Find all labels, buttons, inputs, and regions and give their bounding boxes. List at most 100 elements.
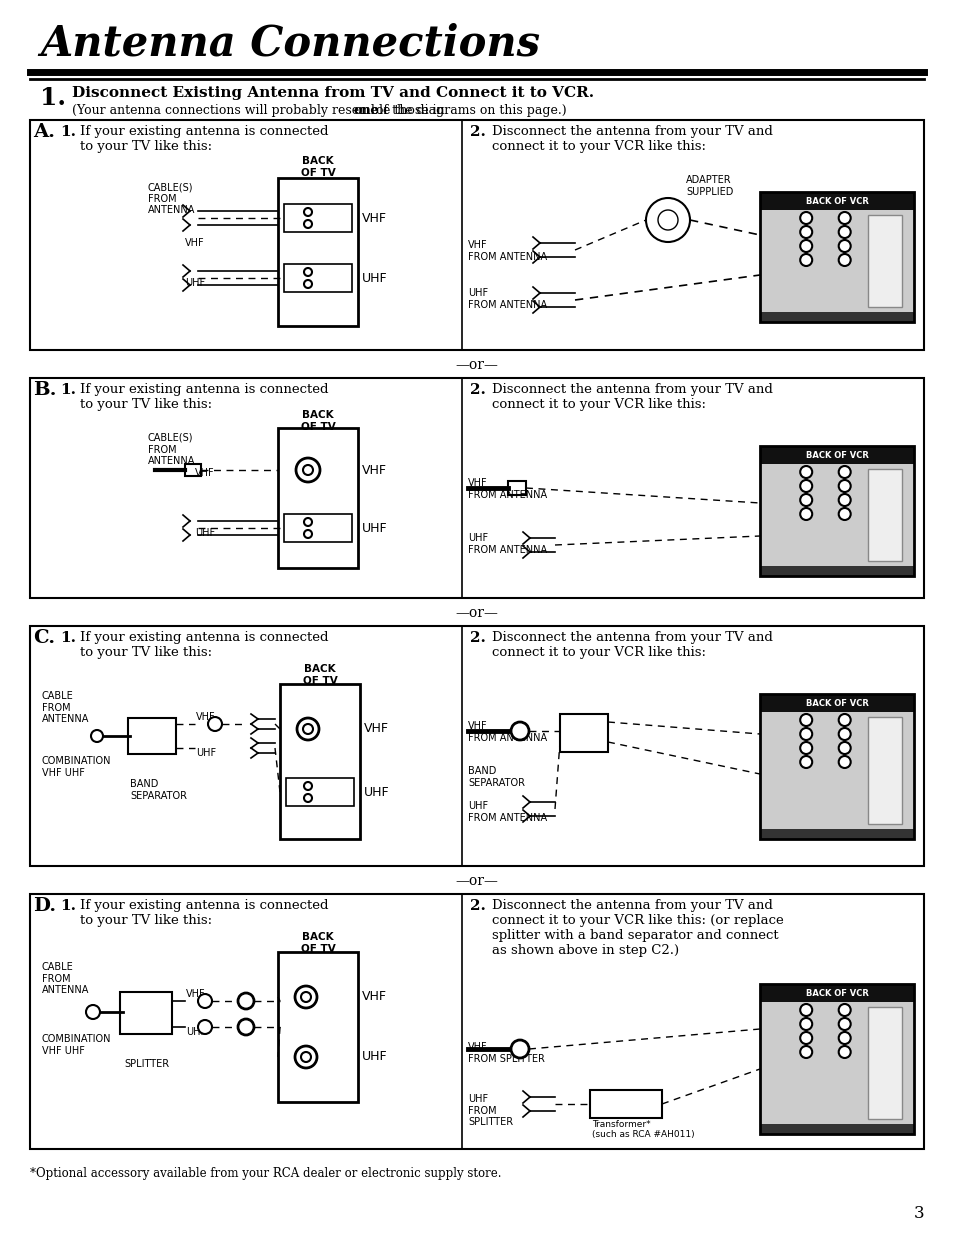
Circle shape bbox=[838, 480, 850, 492]
Circle shape bbox=[838, 241, 850, 252]
Circle shape bbox=[838, 1004, 850, 1016]
Text: 2.: 2. bbox=[470, 383, 485, 397]
Circle shape bbox=[296, 718, 318, 740]
Text: —or—: —or— bbox=[456, 358, 497, 372]
Circle shape bbox=[800, 742, 811, 754]
Text: Transformer*
(such as RCA #AH011): Transformer* (such as RCA #AH011) bbox=[592, 1120, 694, 1140]
Text: BACK
OF TV: BACK OF TV bbox=[300, 932, 335, 954]
Text: UHF
FROM ANTENNA: UHF FROM ANTENNA bbox=[468, 288, 547, 310]
Text: CABLE
FROM
ANTENNA: CABLE FROM ANTENNA bbox=[42, 962, 90, 996]
Text: Antenna Connections: Antenna Connections bbox=[40, 22, 539, 64]
Bar bbox=[30, 120, 923, 350]
Text: ADAPTER
SUPPLIED: ADAPTER SUPPLIED bbox=[685, 175, 733, 197]
Text: UHF: UHF bbox=[361, 522, 387, 534]
Bar bbox=[30, 626, 923, 866]
Circle shape bbox=[800, 1032, 811, 1044]
Circle shape bbox=[800, 212, 811, 224]
Text: If your existing antenna is connected
to your TV like this:: If your existing antenna is connected to… bbox=[80, 899, 328, 928]
Circle shape bbox=[658, 210, 678, 229]
Circle shape bbox=[303, 724, 313, 734]
Text: D.: D. bbox=[33, 897, 56, 915]
Circle shape bbox=[838, 226, 850, 238]
Bar bbox=[760, 312, 913, 322]
Text: of the diagrams on this page.): of the diagrams on this page.) bbox=[372, 104, 566, 117]
Text: VHF: VHF bbox=[361, 991, 387, 1003]
Text: B.: B. bbox=[33, 381, 56, 399]
Bar bbox=[760, 1123, 913, 1135]
Text: BAND
SEPARATOR: BAND SEPARATOR bbox=[130, 779, 187, 801]
Bar bbox=[867, 215, 901, 308]
Text: CABLE
FROM
ANTENNA: CABLE FROM ANTENNA bbox=[42, 691, 90, 724]
Circle shape bbox=[838, 494, 850, 506]
Circle shape bbox=[800, 756, 811, 768]
Text: UHF: UHF bbox=[195, 748, 216, 758]
Bar bbox=[760, 694, 913, 712]
Circle shape bbox=[838, 1047, 850, 1058]
Circle shape bbox=[838, 728, 850, 740]
Circle shape bbox=[511, 1040, 529, 1058]
Text: Disconnect the antenna from your TV and
connect it to your VCR like this:: Disconnect the antenna from your TV and … bbox=[492, 125, 772, 153]
Circle shape bbox=[838, 254, 850, 267]
Text: BACK OF VCR: BACK OF VCR bbox=[804, 196, 867, 206]
Bar bbox=[277, 952, 357, 1102]
Text: If your existing antenna is connected
to your TV like this:: If your existing antenna is connected to… bbox=[80, 125, 328, 153]
Text: VHF: VHF bbox=[195, 712, 215, 722]
Text: UHF
FROM
SPLITTER: UHF FROM SPLITTER bbox=[468, 1094, 513, 1127]
Circle shape bbox=[91, 730, 103, 742]
Text: UHF: UHF bbox=[185, 278, 205, 288]
Circle shape bbox=[800, 254, 811, 267]
Circle shape bbox=[800, 508, 811, 520]
Bar bbox=[185, 464, 201, 476]
Text: —or—: —or— bbox=[456, 874, 497, 888]
Text: Disconnect the antenna from your TV and
connect it to your VCR like this: (or re: Disconnect the antenna from your TV and … bbox=[492, 899, 783, 957]
Bar bbox=[760, 446, 913, 464]
Circle shape bbox=[295, 458, 319, 482]
Text: BACK
OF TV: BACK OF TV bbox=[300, 410, 335, 432]
Text: UHF
FROM ANTENNA: UHF FROM ANTENNA bbox=[468, 801, 547, 822]
Circle shape bbox=[838, 1018, 850, 1030]
Text: 3: 3 bbox=[912, 1205, 923, 1221]
Bar bbox=[284, 515, 352, 542]
Text: CABLE(S)
FROM
ANTENNA: CABLE(S) FROM ANTENNA bbox=[148, 433, 195, 466]
Circle shape bbox=[86, 1004, 100, 1019]
Bar bbox=[30, 378, 923, 598]
Circle shape bbox=[198, 994, 212, 1008]
Circle shape bbox=[800, 1018, 811, 1030]
Text: COMBINATION
VHF UHF: COMBINATION VHF UHF bbox=[42, 756, 112, 777]
Bar bbox=[760, 192, 913, 210]
Bar bbox=[280, 684, 359, 839]
Text: VHF
FROM ANTENNA: VHF FROM ANTENNA bbox=[468, 241, 547, 262]
Text: SPLITTER: SPLITTER bbox=[124, 1059, 169, 1069]
Bar bbox=[760, 985, 913, 1135]
Text: BACK
OF TV: BACK OF TV bbox=[302, 663, 337, 686]
Circle shape bbox=[838, 756, 850, 768]
Bar bbox=[867, 717, 901, 825]
Text: 2.: 2. bbox=[470, 125, 485, 139]
Text: UHF: UHF bbox=[361, 272, 387, 284]
Circle shape bbox=[838, 742, 850, 754]
Circle shape bbox=[237, 1019, 253, 1035]
Bar bbox=[760, 985, 913, 1002]
Circle shape bbox=[838, 714, 850, 725]
Circle shape bbox=[294, 986, 316, 1008]
Text: UHF: UHF bbox=[194, 528, 214, 538]
Bar bbox=[760, 446, 913, 577]
Text: BACK OF VCR: BACK OF VCR bbox=[804, 450, 867, 460]
Bar bbox=[760, 712, 913, 830]
Text: VHF: VHF bbox=[364, 723, 389, 735]
Text: BACK OF VCR: BACK OF VCR bbox=[804, 698, 867, 708]
Text: Disconnect the antenna from your TV and
connect it to your VCR like this:: Disconnect the antenna from your TV and … bbox=[492, 631, 772, 658]
Text: *Optional accessory available from your RCA dealer or electronic supply store.: *Optional accessory available from your … bbox=[30, 1167, 501, 1180]
Bar bbox=[760, 1002, 913, 1123]
Bar bbox=[559, 714, 607, 751]
Circle shape bbox=[800, 728, 811, 740]
Text: 1.: 1. bbox=[40, 86, 66, 110]
Circle shape bbox=[645, 198, 689, 242]
Circle shape bbox=[303, 465, 313, 475]
Bar bbox=[284, 264, 352, 291]
Bar bbox=[120, 992, 172, 1034]
Bar bbox=[589, 1090, 661, 1118]
Text: 2.: 2. bbox=[470, 899, 485, 913]
Text: If your existing antenna is connected
to your TV like this:: If your existing antenna is connected to… bbox=[80, 631, 328, 658]
Text: VHF: VHF bbox=[194, 467, 214, 477]
